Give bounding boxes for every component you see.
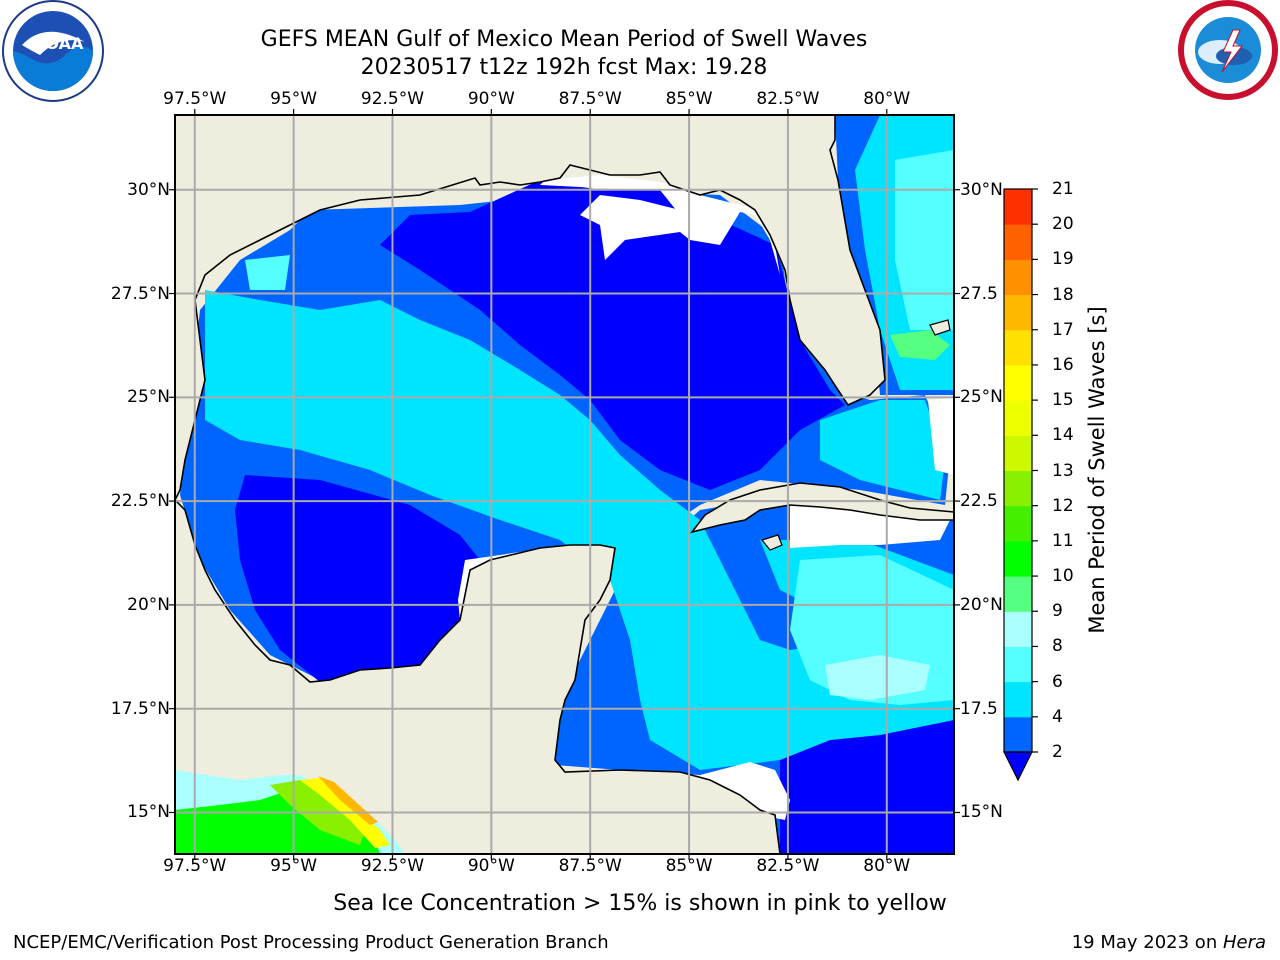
colorbar-segment	[1004, 259, 1032, 296]
lat-label: 25°N	[960, 387, 1003, 408]
chart-title: GEFS MEAN Gulf of Mexico Mean Period of …	[260, 27, 868, 52]
caribbean-deep-southeast	[780, 720, 954, 854]
lat-label: 20°N	[960, 594, 1003, 615]
lon-label: 80°W	[863, 89, 911, 109]
colorbar-segment	[1004, 329, 1032, 366]
colorbar-tick-label: 16	[1052, 354, 1074, 375]
colorbar-under-triangle	[1003, 751, 1033, 782]
gulf-deep-north	[380, 180, 845, 490]
colorbar-tick-label: 4	[1052, 706, 1063, 727]
colorbar-tick-label: 20	[1052, 214, 1074, 235]
colorbar-segment	[1004, 716, 1032, 753]
colorbar-segment	[1004, 435, 1032, 471]
lon-label: 95°W	[270, 89, 318, 109]
nodata-bay	[580, 195, 690, 260]
colorbar-tick-label: 9	[1052, 601, 1063, 622]
lon-label: 90°W	[467, 856, 515, 876]
atlantic-level-6-8	[895, 150, 954, 330]
lat-label: 17.5°N	[110, 698, 170, 719]
caribbean-level-8-9	[825, 655, 930, 700]
gulf-deep-south	[235, 475, 480, 682]
land-isla-juventud	[760, 534, 783, 551]
lat-label: 22.5°N	[110, 491, 170, 512]
lat-label: 17.5	[960, 698, 998, 719]
colorbar-tick-label: 10	[1052, 566, 1074, 587]
lat-label: 27.5°N	[110, 283, 170, 304]
lat-label: 15°N	[960, 802, 1003, 823]
colorbar-segment	[1004, 611, 1032, 647]
colorbar-segment	[1004, 294, 1032, 331]
lon-label: 80°W	[863, 856, 911, 876]
noaa-logo-icon	[2, 0, 104, 102]
graticule	[175, 115, 954, 854]
nodata-florida-keys	[928, 398, 954, 475]
lon-label: 92.5°W	[360, 89, 425, 109]
gulf-level-6-8	[245, 255, 290, 290]
colorbar-tick-label: 17	[1052, 319, 1074, 340]
lat-label: 30°N	[960, 179, 1003, 200]
lon-label: 82.5°W	[756, 856, 820, 876]
noaa-logo-text: NOAA	[32, 34, 84, 53]
lat-label: 25°N	[127, 387, 170, 408]
colorbar-tick-label: 21	[1052, 179, 1074, 199]
land-north-america	[175, 115, 886, 501]
lon-label: 95°W	[270, 856, 318, 876]
sea-ice-note: Sea Ice Concentration > 15% is shown in …	[333, 891, 947, 916]
colorbar-segment	[1004, 540, 1032, 577]
lat-label: 22.5	[960, 491, 998, 512]
colorbar-tick-label: 18	[1052, 284, 1074, 305]
atlantic-level-9-10	[890, 330, 950, 360]
lon-label: 87.5°W	[558, 856, 622, 876]
colorbar-segment	[1004, 681, 1032, 718]
colorbar-segment	[1004, 576, 1032, 612]
map-frame	[174, 114, 955, 855]
colorbar-tick-label: 8	[1052, 636, 1063, 657]
land-cuba	[689, 482, 954, 534]
colorbar-tick-label: 12	[1052, 495, 1074, 516]
colorbar-segment	[1004, 470, 1032, 507]
lon-label: 85°W	[665, 89, 713, 109]
colorbar-segment	[1004, 505, 1032, 542]
nodata-honduras-coast	[700, 762, 790, 820]
lon-label: 92.5°W	[360, 856, 425, 876]
colorbar-tick-label: 6	[1052, 671, 1063, 692]
lon-label: 87.5°W	[558, 89, 622, 109]
colorbar-segment	[1004, 400, 1032, 436]
lon-label: 85°W	[665, 856, 713, 876]
colorbar-segment	[1004, 224, 1032, 260]
lon-label: 90°W	[467, 89, 515, 109]
lon-label: 97.5°W	[163, 89, 227, 109]
lat-label: 15°N	[127, 802, 170, 823]
colorbar-tick-label: 2	[1052, 742, 1063, 762]
lat-label: 27.5	[960, 283, 998, 304]
colorbar-tick-label: 11	[1052, 530, 1074, 551]
nodata-north-gulf	[540, 175, 780, 275]
lon-label: 97.5°W	[163, 856, 227, 876]
lon-label: 82.5°W	[756, 89, 820, 109]
colorbar-title: Mean Period of Swell Waves [s]	[1085, 306, 1109, 634]
footer-machine: Hera	[1222, 932, 1266, 953]
land-bahamas	[929, 319, 951, 336]
footer-date: 19 May 2023 on Hera	[1072, 932, 1266, 953]
nws-logo-icon	[1178, 0, 1278, 100]
footer-credit: NCEP/EMC/Verification Post Processing Pr…	[13, 932, 609, 953]
colorbar-tick-label: 13	[1052, 460, 1074, 481]
florida-straits-level-4-6	[820, 400, 945, 500]
footer-date-text: 19 May 2023 on	[1071, 932, 1223, 953]
lat-label: 20°N	[127, 594, 170, 615]
lat-label: 30°N	[127, 179, 170, 200]
colorbar-tick-label: 14	[1052, 425, 1074, 446]
colorbar-segment	[1004, 189, 1032, 225]
colorbar-segment	[1004, 646, 1032, 683]
colorbar-segment	[1004, 364, 1032, 401]
colorbar-tick-label: 15	[1052, 390, 1074, 411]
chart-subtitle: 20230517 t12z 192h fcst Max: 19.28	[360, 55, 768, 80]
colorbar-tick-label: 19	[1052, 249, 1074, 270]
